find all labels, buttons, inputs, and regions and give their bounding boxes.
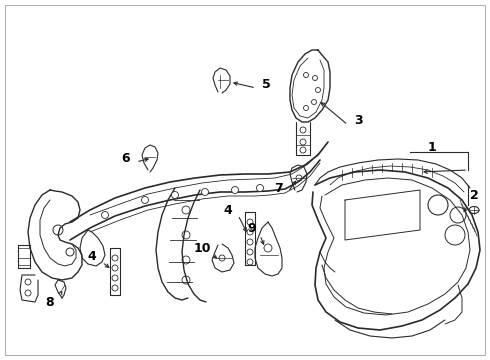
Text: 8: 8	[46, 297, 54, 310]
Circle shape	[142, 197, 148, 203]
Text: 4: 4	[88, 251, 97, 264]
Circle shape	[231, 186, 239, 194]
Circle shape	[256, 185, 264, 192]
Text: 2: 2	[469, 189, 478, 202]
Text: 10: 10	[193, 242, 211, 255]
Text: 3: 3	[354, 113, 362, 126]
Circle shape	[201, 189, 209, 195]
Text: 4: 4	[223, 203, 232, 216]
Text: 7: 7	[273, 181, 282, 194]
Circle shape	[101, 212, 108, 219]
Text: 6: 6	[122, 152, 130, 165]
Circle shape	[172, 192, 178, 198]
Text: 9: 9	[247, 221, 256, 234]
Text: 5: 5	[262, 77, 270, 90]
Text: 1: 1	[428, 140, 437, 153]
